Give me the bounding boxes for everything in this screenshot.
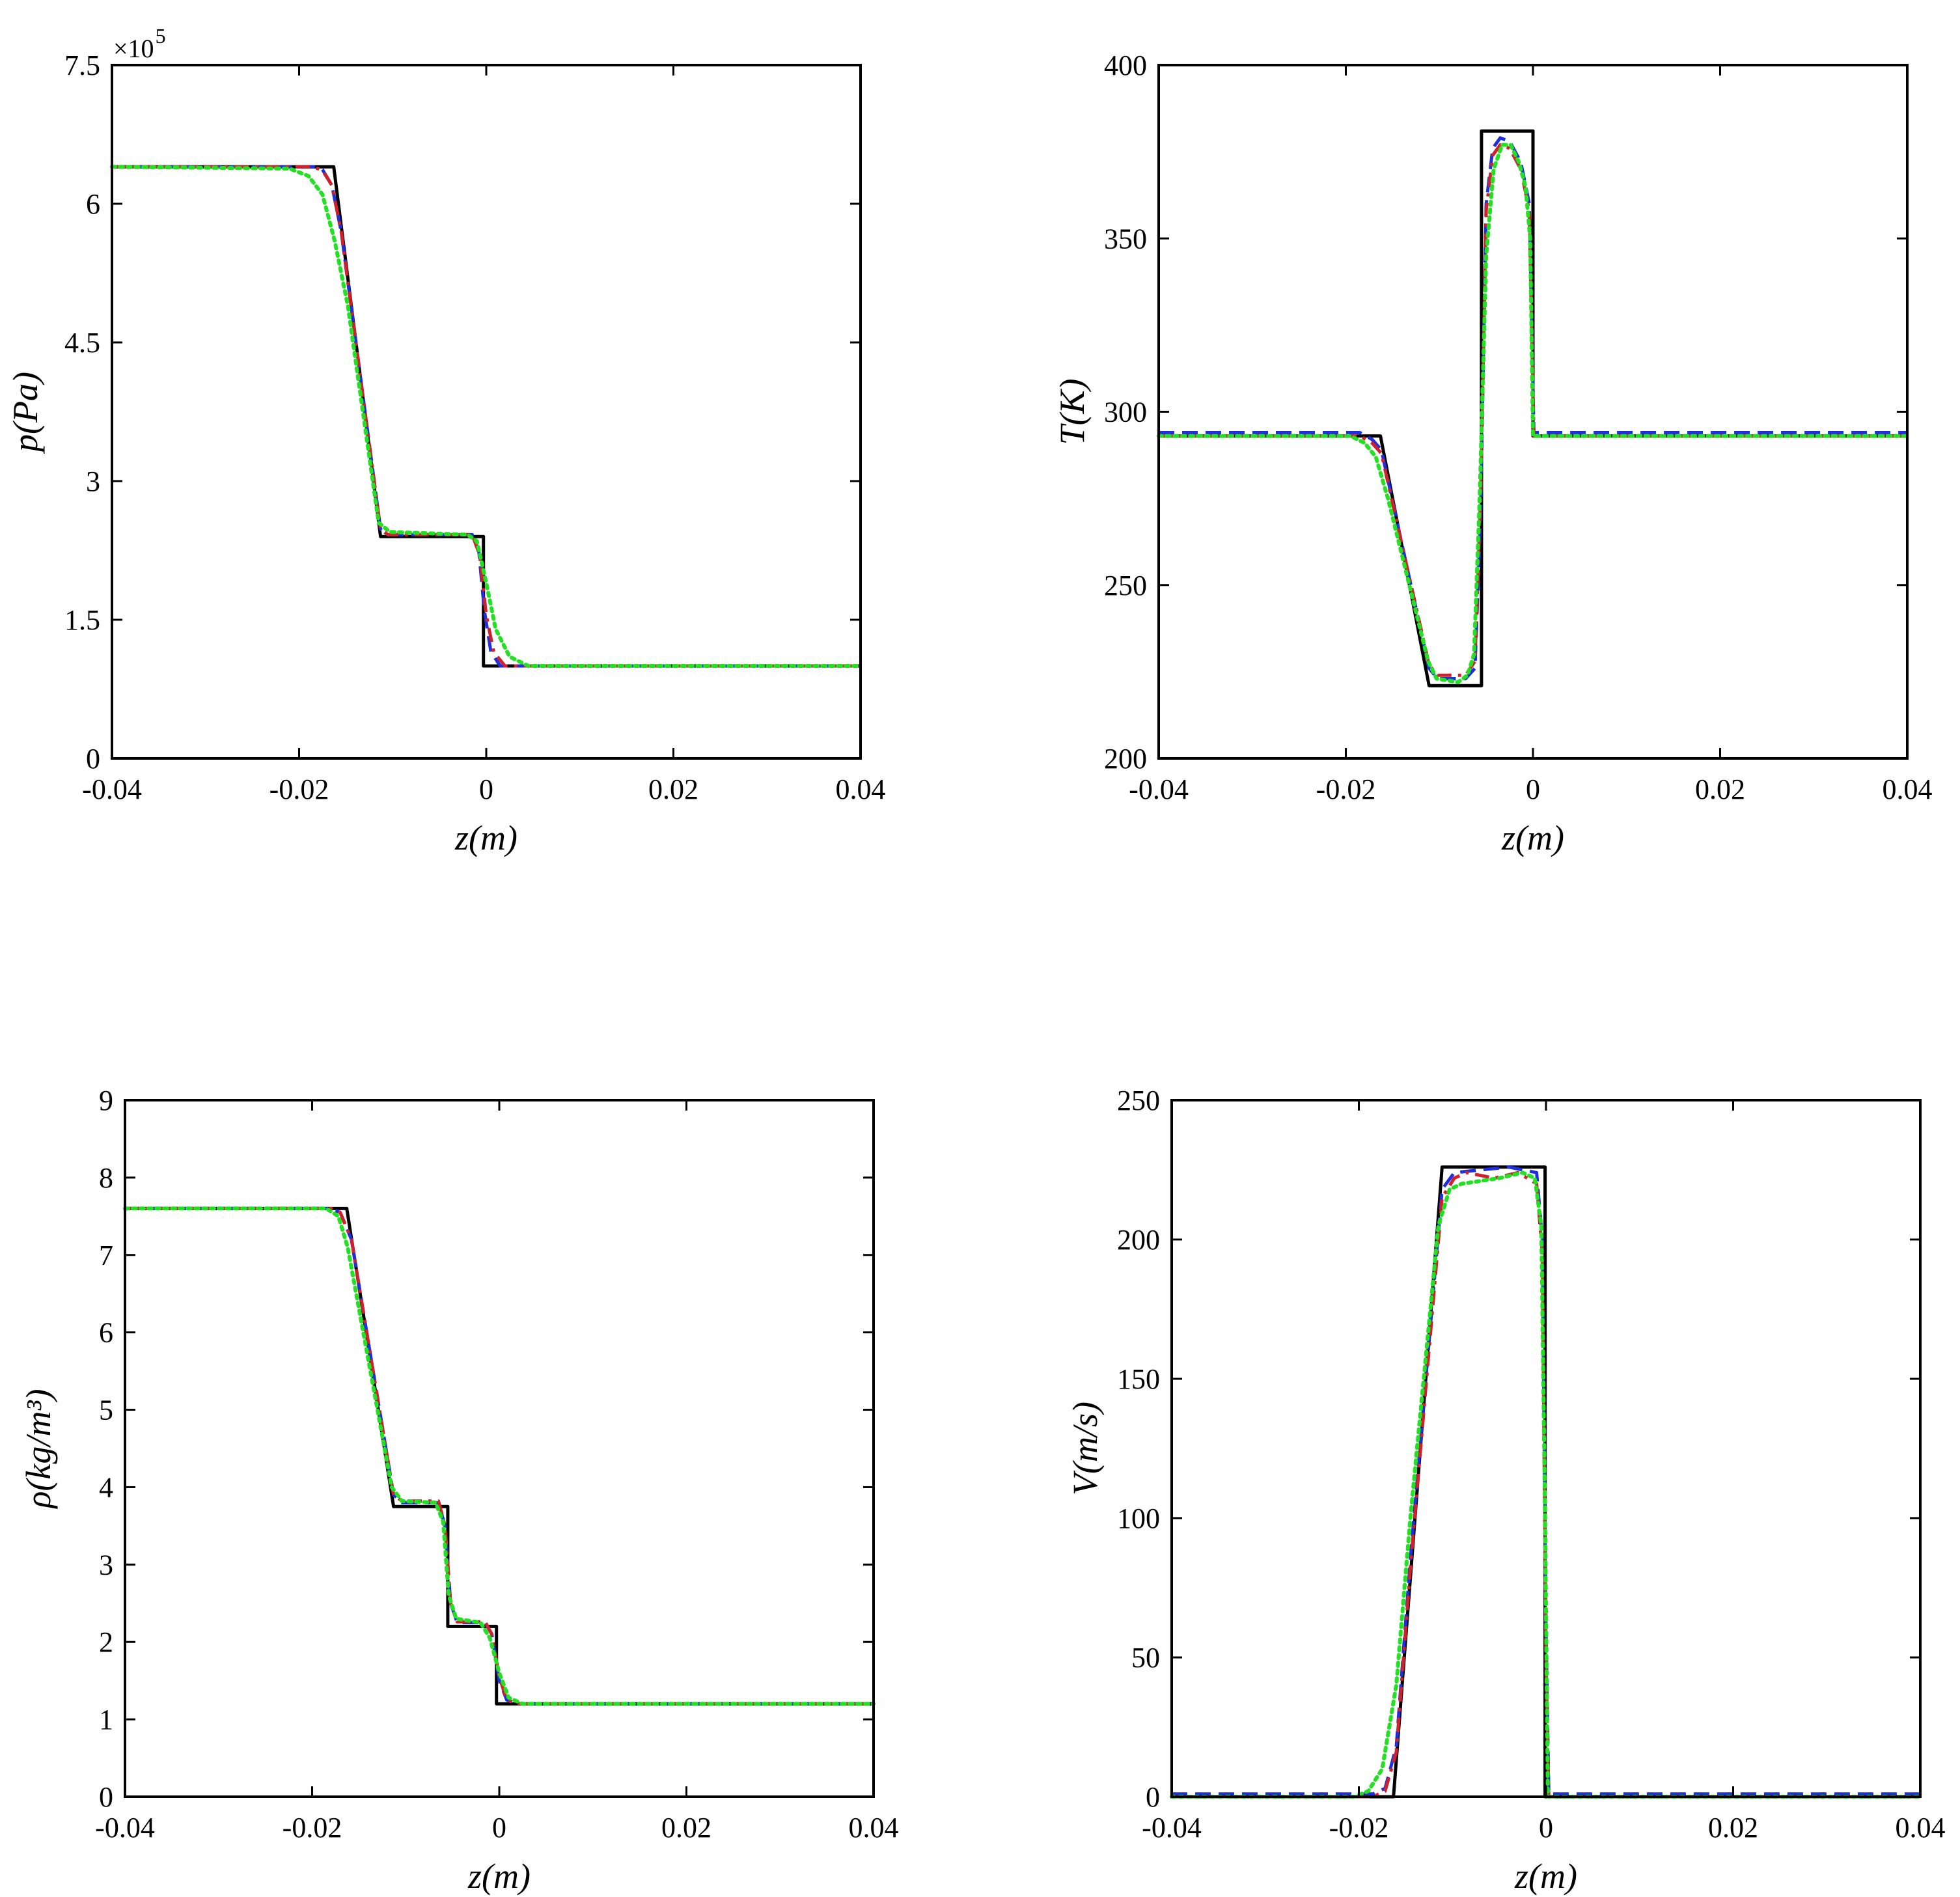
density-xtick-label: 0 (492, 1812, 506, 1844)
density-xtick-label: -0.02 (283, 1812, 342, 1844)
density-series-exact-line (125, 1206, 874, 1706)
density-ytick-label: 2 (99, 1626, 113, 1658)
pressure-xtick-label: -0.02 (269, 773, 329, 805)
velocity-ytick-label: 150 (1117, 1363, 1160, 1395)
velocity-ytick-label: 50 (1131, 1642, 1160, 1674)
pressure-xlabel: z(m) (454, 818, 518, 857)
pressure-ytick-label: 3 (86, 465, 100, 497)
velocity-series-green-line (1170, 1170, 1922, 1799)
velocity-xtick-label: 0.04 (1896, 1812, 1946, 1844)
pressure-ylabel: p(Pa) (6, 372, 45, 454)
density-ytick-label: 6 (99, 1317, 113, 1349)
density-ytick-label: 5 (99, 1394, 113, 1426)
density-ytick-label: 8 (99, 1162, 113, 1194)
pressure-xtick-label: 0 (479, 773, 493, 805)
density-ytick-label: 0 (99, 1781, 113, 1813)
temperature-series-green-line (1157, 143, 1909, 684)
pressure-ytick-label: 1.5 (64, 604, 100, 636)
temperature-ytick-label: 300 (1104, 396, 1147, 428)
density-series-blue-line (125, 1206, 874, 1706)
velocity-ytick-label: 100 (1117, 1502, 1160, 1534)
density-plot: -0.04 -0.02 0 0.02 0.04 0 1 2 3 4 5 6 7 8 9 z(m) ρ(kg/m³… (19, 1085, 899, 1896)
velocity-xtick-label: 0 (1539, 1812, 1553, 1844)
pressure-ytick-label: 7.5 (64, 49, 100, 81)
velocity-ylabel: V(m/s) (1066, 1402, 1105, 1495)
velocity-ytick-label: 200 (1117, 1224, 1160, 1256)
density-xtick-label: -0.04 (95, 1812, 155, 1844)
density-ytick-label: 9 (99, 1085, 113, 1116)
temperature-ytick-label: 400 (1104, 49, 1147, 81)
velocity-xtick-label: 0.02 (1708, 1812, 1758, 1844)
pressure-exponent-label: ×10 (113, 34, 154, 63)
temperature-xlabel: z(m) (1501, 818, 1564, 857)
density-axes-box (124, 1099, 875, 1798)
temperature-ytick-label: 200 (1104, 743, 1147, 775)
temperature-xtick-label: -0.04 (1129, 773, 1189, 805)
pressure-xtick-label: 0.02 (648, 773, 698, 805)
temperature-plot: -0.04 -0.02 0 0.02 0.04 200 250 300 350 400 z(m) T(… (1053, 49, 1933, 857)
density-xtick-label: 0.02 (661, 1812, 711, 1844)
pressure-series-blue-line (112, 165, 861, 668)
pressure-ytick-label: 6 (86, 188, 100, 220)
temperature-xtick-label: 0.04 (1883, 773, 1933, 805)
density-series-green-line (123, 1206, 876, 1706)
velocity-ytick-label: 250 (1117, 1085, 1160, 1116)
temperature-xtick-label: 0.02 (1695, 773, 1745, 805)
density-ytick-label: 1 (99, 1704, 113, 1736)
velocity-plot: -0.04 -0.02 0 0.02 0.04 0 50 100 150 200 250 z(m) V(… (1066, 1085, 1946, 1896)
pressure-series-green-line (110, 165, 863, 668)
temperature-ytick-label: 350 (1104, 223, 1147, 255)
pressure-series-red-line (112, 165, 861, 668)
pressure-ytick-label: 4.5 (64, 327, 100, 359)
density-ytick-label: 4 (99, 1471, 113, 1503)
pressure-xtick-label: 0.04 (836, 773, 886, 805)
velocity-xtick-label: -0.04 (1142, 1812, 1202, 1844)
velocity-xtick-label: -0.02 (1329, 1812, 1389, 1844)
temperature-ylabel: T(K) (1053, 378, 1092, 445)
density-ytick-label: 7 (99, 1239, 113, 1271)
density-ytick-label: 3 (99, 1549, 113, 1581)
temperature-xtick-label: -0.02 (1316, 773, 1376, 805)
pressure-exponent-power: 5 (156, 24, 166, 48)
temperature-series-red-line (1159, 143, 1907, 677)
velocity-xlabel: z(m) (1514, 1857, 1577, 1896)
density-series-red-line (125, 1206, 874, 1706)
temperature-xtick-label: 0 (1526, 773, 1540, 805)
pressure-ytick-label: 0 (86, 743, 100, 775)
pressure-plot: -0.04 -0.02 0 0.02 0.04 0 1.5 3 4.5 6 7.5 z(m) p(Pa)… (6, 24, 886, 857)
velocity-ytick-label: 0 (1146, 1781, 1160, 1813)
density-xlabel: z(m) (467, 1857, 531, 1896)
pressure-series-exact-line (112, 165, 861, 668)
density-ylabel: ρ(kg/m³) (19, 1389, 58, 1509)
pressure-xtick-label: -0.04 (82, 773, 142, 805)
temperature-ytick-label: 250 (1104, 570, 1147, 602)
density-xtick-label: 0.04 (849, 1812, 899, 1844)
